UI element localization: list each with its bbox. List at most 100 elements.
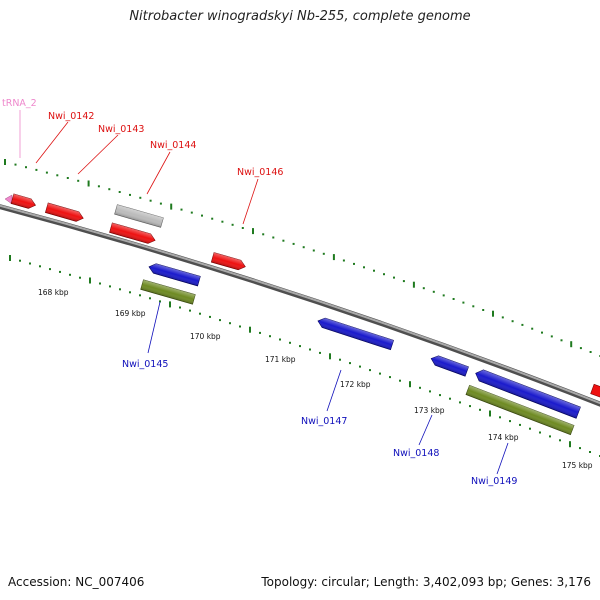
nwi-0147-gene[interactable] [316, 316, 395, 351]
minor-tick [550, 335, 553, 338]
nwi-0142-gene[interactable] [10, 193, 37, 210]
minor-tick [19, 259, 21, 262]
minor-tick [359, 365, 361, 368]
minor-tick [211, 217, 214, 220]
minor-tick [108, 188, 111, 191]
minor-tick [482, 309, 485, 311]
nwi-0149-gene[interactable] [474, 368, 581, 419]
minor-tick [579, 447, 581, 450]
scale-label: 171 kbp [265, 355, 296, 364]
nwi-0148-gene[interactable] [429, 354, 469, 377]
nwi-0143-gene[interactable] [44, 202, 84, 223]
map-title: Nitrobacter winogradskyi Nb-255, complet… [129, 9, 471, 24]
minor-tick [59, 270, 61, 273]
major-tick [170, 203, 173, 210]
minor-tick [289, 341, 291, 344]
nwi-0144-pseudogene[interactable] [114, 204, 164, 228]
nwi-0144-gene[interactable] [109, 222, 157, 245]
minor-tick [231, 223, 234, 226]
minor-tick [393, 276, 395, 279]
minor-tick [452, 298, 455, 300]
minor-tick [119, 288, 121, 291]
gene-label-nwi-0142[interactable]: Nwi_0142 [48, 111, 94, 122]
minor-tick [339, 358, 341, 361]
scale-label: 169 kbp [115, 309, 146, 318]
minor-tick [541, 331, 543, 334]
minor-tick [219, 319, 221, 322]
minor-tick [442, 294, 445, 297]
minor-tick [14, 163, 17, 166]
minor-tick [319, 351, 321, 354]
gene-features [4, 193, 600, 436]
edge-forward-gene[interactable] [590, 383, 600, 400]
gene-label-trna-2[interactable]: tRNA_2 [2, 98, 37, 109]
lower-tick-row [9, 255, 600, 457]
minor-tick [589, 451, 591, 453]
minor-tick [373, 269, 375, 272]
minor-tick [69, 273, 71, 276]
label-leaders [19, 110, 509, 475]
gene-label-nwi-0149[interactable]: Nwi_0149 [471, 476, 517, 487]
trna-2-feature[interactable] [4, 194, 13, 205]
gene-label-nwi-0147[interactable]: Nwi_0147 [301, 416, 347, 427]
minor-tick [229, 322, 231, 325]
minor-tick [159, 300, 161, 303]
minor-tick [25, 166, 27, 169]
minor-tick [509, 420, 511, 423]
nwi-0145-gene[interactable] [148, 262, 201, 287]
major-tick [89, 277, 91, 284]
minor-tick [49, 268, 51, 271]
minor-tick [399, 379, 401, 382]
minor-tick [363, 266, 365, 269]
minor-tick [521, 323, 524, 326]
nwi-0149-cds[interactable] [465, 384, 575, 436]
scale-label: 175 kbp [562, 461, 593, 470]
minor-tick [559, 439, 561, 442]
minor-tick [39, 265, 41, 268]
minor-tick [469, 405, 471, 408]
major-tick [332, 254, 335, 261]
nwi-0145-cds[interactable] [140, 279, 196, 305]
minor-tick [279, 338, 281, 341]
gene-label-nwi-0148[interactable]: Nwi_0148 [393, 448, 439, 459]
minor-tick [472, 305, 475, 308]
minor-tick [35, 168, 38, 171]
gene-label-nwi-0144[interactable]: Nwi_0144 [150, 140, 196, 151]
minor-tick [501, 316, 504, 319]
minor-tick [549, 435, 551, 438]
nwi-0146-gene[interactable] [210, 252, 246, 272]
minor-tick [479, 408, 481, 411]
major-tick [4, 159, 6, 165]
minor-tick [239, 325, 241, 328]
gene-label-nwi-0146[interactable]: Nwi_0146 [237, 167, 283, 178]
minor-tick [180, 208, 183, 211]
major-tick [570, 341, 573, 348]
minor-tick [519, 423, 521, 426]
minor-tick [499, 416, 501, 419]
minor-tick [99, 282, 101, 285]
minor-tick [129, 193, 131, 196]
minor-tick [432, 290, 435, 293]
major-tick [87, 180, 90, 187]
minor-tick [449, 397, 451, 400]
gene-labels: tRNA_2 Nwi_0142 Nwi_0143 Nwi_0144 Nwi_01… [2, 98, 517, 487]
minor-tick [139, 294, 141, 297]
major-tick [492, 310, 494, 317]
minor-tick [56, 174, 59, 177]
minor-tick [462, 301, 465, 304]
gene-label-nwi-0145[interactable]: Nwi_0145 [122, 359, 168, 370]
minor-tick [282, 239, 285, 242]
major-tick [9, 255, 11, 261]
scale-labels: 168 kbp 169 kbp 170 kbp 171 kbp 172 kbp … [38, 288, 593, 470]
major-tick [329, 353, 331, 360]
minor-tick [459, 401, 461, 404]
scale-label: 168 kbp [38, 288, 69, 297]
major-tick [169, 301, 171, 308]
minor-tick [299, 345, 301, 348]
gene-label-nwi-0143[interactable]: Nwi_0143 [98, 124, 144, 135]
minor-tick [560, 339, 563, 342]
scale-label: 172 kbp [340, 380, 371, 389]
minor-tick [179, 306, 181, 309]
